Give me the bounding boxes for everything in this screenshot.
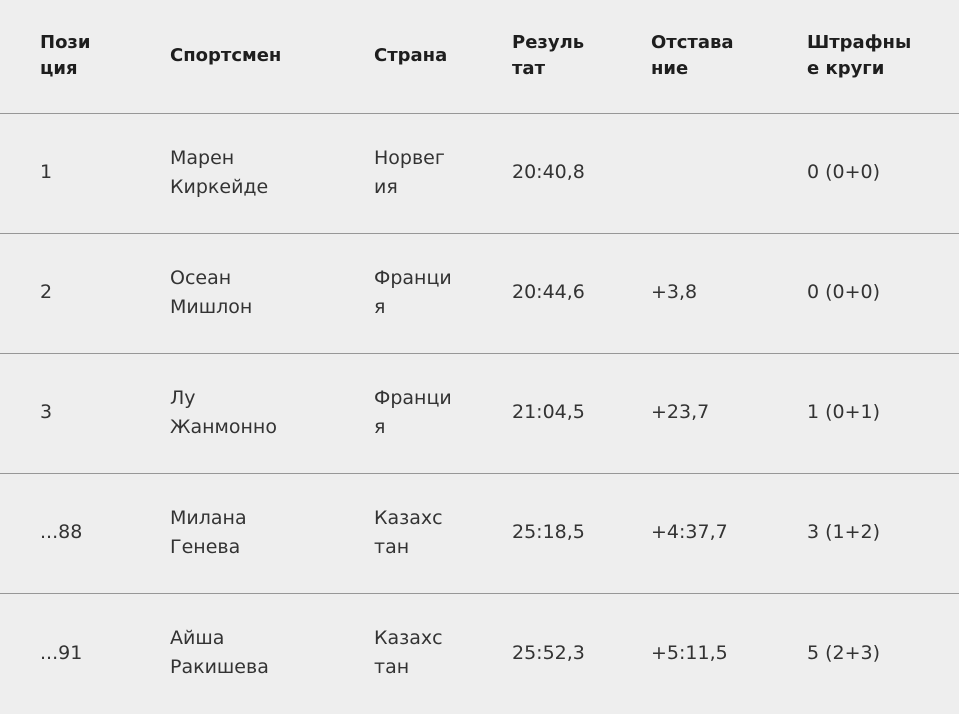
cell-position: 2 (0, 233, 170, 354)
result-time: 20:40,8 (512, 161, 585, 184)
gap-value: +5:11,5 (651, 641, 728, 664)
table-body: 1 Марен Киркейде Норвегия 20:40,8 0 (0+0… (0, 113, 959, 713)
column-header-country: Страна (374, 0, 512, 114)
position-value: ...88 (40, 521, 83, 544)
athlete-name: Айша Ракишева (170, 626, 269, 679)
cell-country: Казахстан (374, 593, 512, 713)
cell-position: ...88 (0, 473, 170, 594)
table-row: ...91 Айша Ракишева Казахстан 25:52,3 +5… (0, 593, 959, 713)
country-name: Франция (374, 386, 452, 438)
country-name: Казахстан (374, 506, 443, 558)
gap-value: +4:37,7 (651, 521, 728, 544)
cell-athlete: Милана Генева (170, 473, 374, 594)
penalty-loops-value: 0 (0+0) (807, 161, 881, 184)
cell-gap: +23,7 (651, 353, 807, 474)
column-header-penalty-loops: Штрафные круги (807, 0, 959, 114)
gap-value: +23,7 (651, 401, 710, 424)
athlete-name: Милана Генева (170, 506, 247, 558)
cell-country: Казахстан (374, 473, 512, 594)
cell-athlete: Осеан Мишлон (170, 233, 374, 354)
athlete-name: Марен Киркейде (170, 146, 269, 198)
position-value: 3 (40, 401, 53, 424)
cell-result: 20:44,6 (512, 233, 651, 354)
cell-penalty-loops: 0 (0+0) (807, 113, 959, 234)
result-time: 25:52,3 (512, 641, 585, 664)
column-header-athlete-label: Спортсмен (170, 45, 282, 67)
column-header-gap: Отставание (651, 0, 807, 114)
country-name: Франция (374, 266, 452, 318)
cell-penalty-loops: 1 (0+1) (807, 353, 959, 474)
cell-result: 20:40,8 (512, 113, 651, 234)
cell-position: 1 (0, 113, 170, 234)
gap-value: +3,8 (651, 281, 698, 304)
cell-gap: +3,8 (651, 233, 807, 354)
position-value: 1 (40, 161, 53, 184)
cell-gap: +4:37,7 (651, 473, 807, 594)
cell-penalty-loops: 5 (2+3) (807, 593, 959, 713)
position-value: 2 (40, 281, 53, 304)
cell-position: ...91 (0, 593, 170, 713)
table-row: 3 Лу Жанмонно Франция 21:04,5 +23,7 1 (0… (0, 353, 959, 474)
result-time: 20:44,6 (512, 281, 585, 304)
column-header-result-label: Результат (512, 32, 585, 80)
cell-gap: +5:11,5 (651, 593, 807, 713)
table-row: 1 Марен Киркейде Норвегия 20:40,8 0 (0+0… (0, 113, 959, 234)
column-header-country-label: Страна (374, 45, 448, 67)
position-value: ...91 (40, 641, 83, 664)
cell-country: Норвегия (374, 113, 512, 234)
penalty-loops-value: 5 (2+3) (807, 641, 881, 664)
result-time: 25:18,5 (512, 521, 585, 544)
cell-country: Франция (374, 353, 512, 474)
cell-position: 3 (0, 353, 170, 474)
cell-athlete: Лу Жанмонно (170, 353, 374, 474)
cell-country: Франция (374, 233, 512, 354)
column-header-gap-label: Отставание (651, 32, 734, 80)
penalty-loops-value: 1 (0+1) (807, 401, 881, 424)
cell-result: 21:04,5 (512, 353, 651, 474)
result-time: 21:04,5 (512, 401, 585, 424)
column-header-athlete: Спортсмен (170, 0, 374, 114)
cell-penalty-loops: 3 (1+2) (807, 473, 959, 594)
cell-result: 25:52,3 (512, 593, 651, 713)
athlete-name: Лу Жанмонно (170, 386, 277, 438)
cell-result: 25:18,5 (512, 473, 651, 594)
athlete-name: Осеан Мишлон (170, 266, 253, 318)
penalty-loops-value: 0 (0+0) (807, 281, 881, 304)
country-name: Казахстан (374, 626, 443, 679)
table-row: ...88 Милана Генева Казахстан 25:18,5 +4… (0, 473, 959, 594)
column-header-position-label: Позиция (40, 32, 91, 80)
country-name: Норвегия (374, 146, 445, 198)
column-header-result: Результат (512, 0, 651, 114)
cell-gap (651, 113, 807, 234)
header-row: Позиция Спортсмен Страна Результат Отста… (0, 0, 959, 114)
table-row: 2 Осеан Мишлон Франция 20:44,6 +3,8 0 (0… (0, 233, 959, 354)
table-header: Позиция Спортсмен Страна Результат Отста… (0, 0, 959, 114)
penalty-loops-value: 3 (1+2) (807, 521, 881, 544)
column-header-penalty-loops-label: Штрафные круги (807, 32, 912, 80)
column-header-position: Позиция (0, 0, 170, 114)
cell-penalty-loops: 0 (0+0) (807, 233, 959, 354)
cell-athlete: Айша Ракишева (170, 593, 374, 713)
cell-athlete: Марен Киркейде (170, 113, 374, 234)
